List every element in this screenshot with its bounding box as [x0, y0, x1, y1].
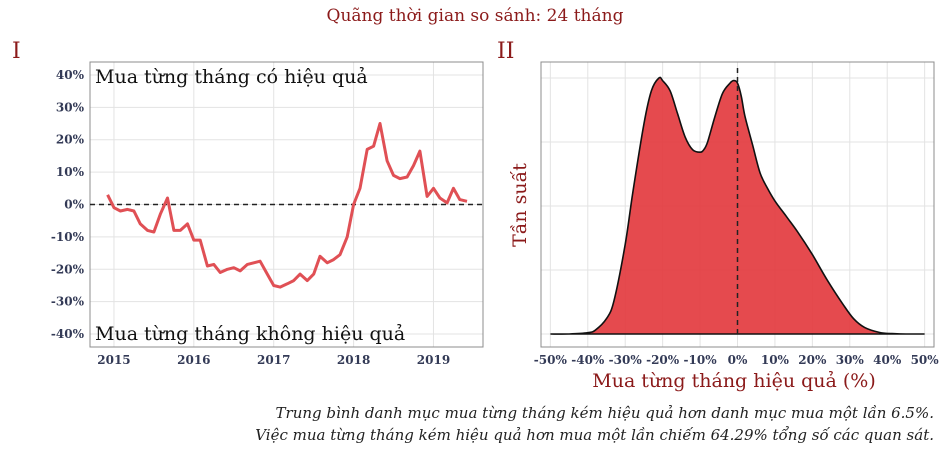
line-chart-panel: 40%30%20%10%0%-10%-20%-30%-40% 2015 2016 2… [51, 62, 483, 367]
y-tick-label: -20% [51, 262, 85, 276]
x-tick-labels: 2015 2016 2017 2018 2019 [97, 353, 450, 367]
panel-ii-label: II [497, 39, 514, 64]
x-tick-label: -20% [646, 353, 680, 367]
y-tick-label: 0% [64, 198, 84, 212]
y-axis-label: Tần suất [509, 163, 531, 247]
chart-title: Quãng thời gian so sánh: 24 tháng [327, 6, 624, 26]
y-tick-label: 20% [56, 133, 85, 147]
series-line [108, 124, 467, 288]
x-tick-labels: -50% -40% -30% -20% -10% 0% 10% 20% 30% 40% 50% [534, 353, 939, 367]
caption-line-1: Trung bình danh mục mua từng tháng kém h… [276, 404, 934, 422]
x-tick-label: 2019 [417, 353, 450, 367]
caption-line-2: Việc mua từng tháng kém hiệu quả hơn mua… [255, 426, 934, 444]
y-tick-label: -30% [51, 295, 85, 309]
x-tick-label: -40% [571, 353, 605, 367]
annotation-effective: Mua từng tháng có hiệu quả [95, 66, 368, 88]
x-tick-label: 2017 [257, 353, 290, 367]
y-tick-label: 30% [56, 100, 85, 114]
x-tick-label: -10% [684, 353, 718, 367]
y-tick-label: -40% [51, 327, 85, 341]
x-tick-label: 2016 [177, 353, 210, 367]
panel-i-label: I [12, 39, 21, 64]
x-tick-label: 40% [873, 353, 902, 367]
x-tick-label: 2015 [97, 353, 130, 367]
y-tick-label: -10% [51, 230, 85, 244]
x-axis-label: Mua từng tháng hiệu quả (%) [592, 370, 876, 392]
x-tick-label: 2018 [337, 353, 370, 367]
x-tick-label: 20% [798, 353, 827, 367]
x-tick-label: 50% [911, 353, 940, 367]
y-tick-label: 40% [56, 68, 85, 82]
x-tick-label: 0% [728, 353, 748, 367]
density-chart-panel: -50% -40% -30% -20% -10% 0% 10% 20% 30% 40% 50% Mu… [509, 62, 939, 392]
x-tick-label: -30% [609, 353, 643, 367]
x-tick-label: 10% [761, 353, 790, 367]
x-tick-label: -50% [534, 353, 568, 367]
annotation-ineffective: Mua từng tháng không hiệu quả [95, 323, 405, 345]
y-tick-label: 10% [56, 165, 85, 179]
y-tick-labels: 40% 30% 20% 10% 0% -10% -20% -30% -40% [51, 68, 85, 341]
x-tick-label: 30% [836, 353, 865, 367]
